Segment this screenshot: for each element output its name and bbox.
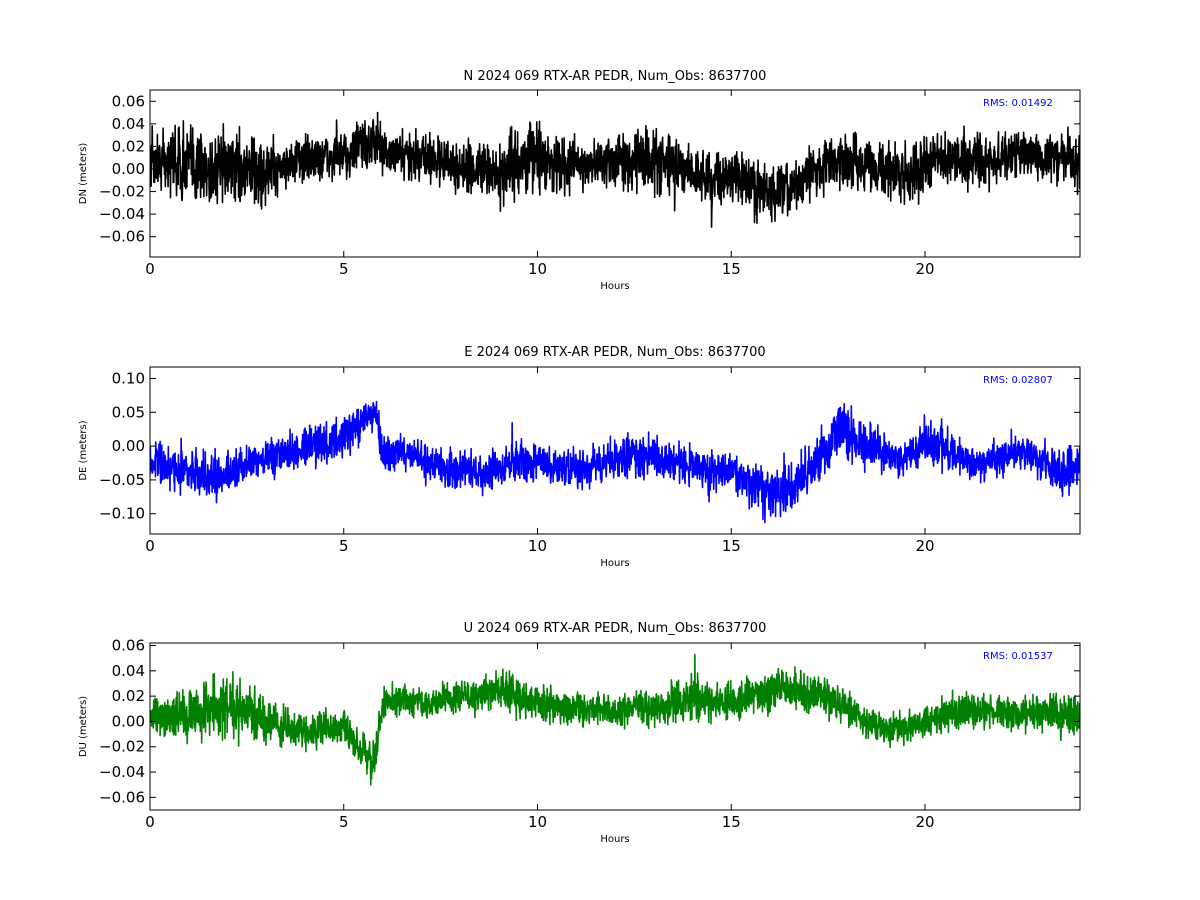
panel-north: N 2024 069 RTX-AR PEDR, Num_Obs: 8637700… <box>78 69 1081 292</box>
axes-frame <box>149 89 1081 258</box>
y-tick-label: 0.00 <box>112 437 145 455</box>
series-group <box>150 653 1080 786</box>
x-tick-label: 0 <box>145 537 155 555</box>
y-tick-label: 0.04 <box>112 115 145 133</box>
x-tick-label: 0 <box>145 260 155 278</box>
x-tick-group: 0 5 10 15 20 <box>145 643 935 831</box>
series-line <box>150 400 1080 524</box>
y-tick-label: −0.05 <box>99 471 145 489</box>
x-tick-label: 5 <box>339 813 349 831</box>
panel-up: U 2024 069 RTX-AR PEDR, Num_Obs: 8637700… <box>78 621 1081 845</box>
rms-annotation: RMS: 0.01492 <box>983 98 1053 109</box>
y-tick-label: 0.02 <box>112 687 145 705</box>
x-tick-group: 0 5 10 15 20 <box>145 367 935 555</box>
x-tick-label: 10 <box>528 260 547 278</box>
y-axis-label: DU (meters) <box>78 696 89 757</box>
series-line <box>150 653 1080 786</box>
y-tick-label: −0.04 <box>99 763 145 781</box>
x-tick-label: 20 <box>915 813 934 831</box>
series-group <box>150 111 1080 228</box>
panel-title: N 2024 069 RTX-AR PEDR, Num_Obs: 8637700 <box>464 69 767 84</box>
panel-title: U 2024 069 RTX-AR PEDR, Num_Obs: 8637700 <box>464 621 767 636</box>
panel-title: E 2024 069 RTX-AR PEDR, Num_Obs: 8637700 <box>464 345 765 360</box>
y-tick-label: 0.10 <box>112 369 145 387</box>
y-tick-label: −0.02 <box>99 183 145 201</box>
x-tick-group: 0 5 10 15 20 <box>145 90 935 278</box>
axes-frame <box>149 366 1081 535</box>
x-tick-label: 0 <box>145 813 155 831</box>
x-tick-label: 5 <box>339 537 349 555</box>
y-tick-label: −0.04 <box>99 205 145 223</box>
x-tick-label: 10 <box>528 537 547 555</box>
y-tick-label: 0.05 <box>112 403 145 421</box>
x-tick-label: 10 <box>528 813 547 831</box>
y-tick-label: 0.06 <box>112 92 145 110</box>
x-axis-label: Hours <box>600 281 629 292</box>
y-axis-label: DN (meters) <box>78 143 89 205</box>
y-axis-label: DE (meters) <box>78 420 89 480</box>
x-tick-label: 15 <box>722 813 741 831</box>
y-tick-group: 0.10 0.05 0.00 −0.05 −0.10 <box>99 369 1080 523</box>
y-tick-label: 0.00 <box>112 712 145 730</box>
axes-frame <box>149 642 1081 811</box>
x-tick-label: 15 <box>722 260 741 278</box>
rms-annotation: RMS: 0.01537 <box>983 651 1053 662</box>
x-tick-label: 20 <box>915 260 934 278</box>
series-group <box>150 400 1080 524</box>
y-tick-label: 0.02 <box>112 137 145 155</box>
y-tick-label: −0.06 <box>99 788 145 806</box>
x-axis-label: Hours <box>600 558 629 569</box>
y-tick-label: −0.02 <box>99 738 145 756</box>
y-tick-label: 0.00 <box>112 160 145 178</box>
y-tick-label: 0.04 <box>112 662 145 680</box>
y-tick-label: −0.10 <box>99 505 145 523</box>
y-tick-group: 0.06 0.04 0.02 0.00 −0.02 −0.04 −0.06 <box>99 92 1080 246</box>
series-line <box>150 111 1080 228</box>
x-tick-label: 15 <box>722 537 741 555</box>
x-axis-label: Hours <box>600 834 629 845</box>
panel-east: E 2024 069 RTX-AR PEDR, Num_Obs: 8637700… <box>78 345 1081 569</box>
rms-annotation: RMS: 0.02807 <box>983 375 1053 386</box>
y-tick-group: 0.06 0.04 0.02 0.00 −0.02 −0.04 −0.06 <box>99 637 1080 806</box>
x-tick-label: 20 <box>915 537 934 555</box>
y-tick-label: 0.06 <box>112 637 145 655</box>
y-tick-label: −0.06 <box>99 228 145 246</box>
x-tick-label: 5 <box>339 260 349 278</box>
